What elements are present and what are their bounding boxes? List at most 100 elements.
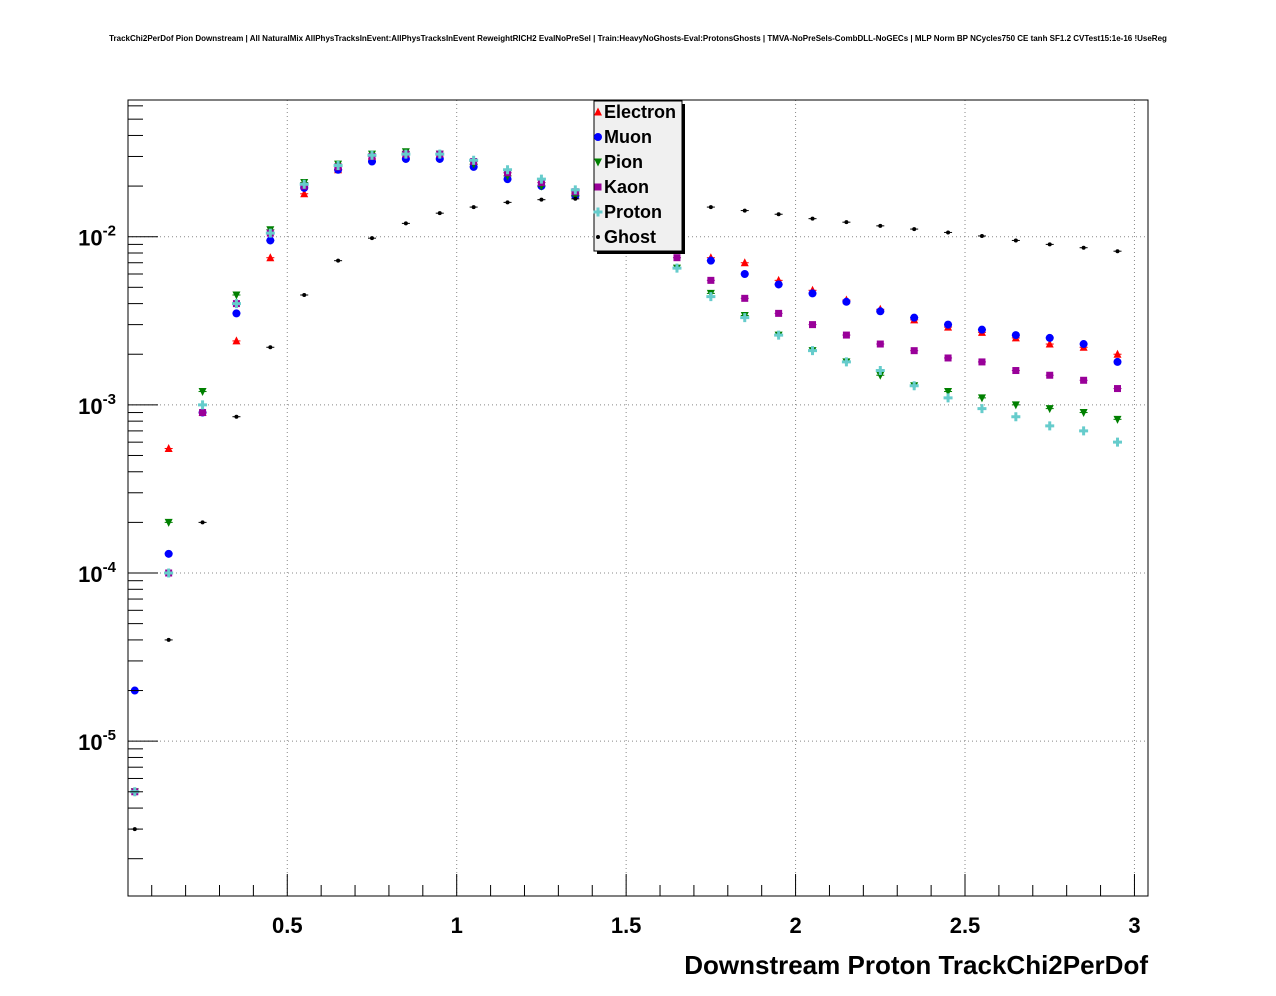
data-point [469,155,479,165]
series-proton [130,149,1122,797]
y-tick-base: 10 [78,562,102,587]
data-point [978,358,986,366]
x-tick-label: 3 [1128,913,1140,938]
data-point [1114,385,1122,393]
data-point [776,212,781,217]
data-point [232,309,241,318]
data-point [403,221,408,226]
data-point [844,220,849,225]
data-point [1013,238,1018,243]
data-point [979,233,984,238]
data-point [164,549,173,558]
y-tick-exponent: -3 [103,391,116,408]
data-point [594,133,602,141]
y-tick-label: 10-5 [78,727,116,755]
data-point [841,357,851,367]
data-point [268,345,273,350]
data-point [1011,412,1021,422]
x-tick-label: 2 [789,913,801,938]
data-point [1113,349,1122,358]
axis-ticks [128,105,1135,896]
data-series [130,148,1122,832]
legend: Electron Muon Pion Kaon Proton Ghost [593,100,685,254]
data-point [234,414,239,419]
data-point [708,205,713,210]
legend-entry-ghost: Ghost [604,227,656,247]
data-point [1113,415,1122,424]
data-point [944,320,953,329]
data-point [596,235,600,239]
data-point [878,223,883,228]
y-tick-exponent: -5 [103,727,116,744]
data-point [742,208,747,213]
data-point [333,161,343,171]
data-point [1080,376,1088,384]
data-point [876,371,885,380]
data-point [166,637,171,642]
data-point [199,409,207,417]
data-point [369,236,374,241]
data-point [741,294,749,302]
data-point [943,393,953,403]
data-point [1011,331,1020,340]
data-point [594,158,602,167]
legend-entry-kaon: Kaon [604,177,649,197]
legend-entry-electron: Electron [604,102,676,122]
data-point [740,313,750,323]
y-tick-exponent: -4 [103,559,117,576]
x-tick-label: 0.5 [272,913,303,938]
data-point [1045,333,1054,342]
data-point [302,293,307,298]
data-point [875,366,885,376]
x-axis-title: Downstream Proton TrackChi2PerDof [684,950,1148,980]
data-point [505,200,510,205]
data-point [570,185,580,195]
data-point [740,258,749,267]
data-point [673,254,681,262]
data-point [672,263,682,273]
data-point [266,236,275,245]
data-point [1079,409,1088,418]
data-point [536,174,546,184]
data-point [842,297,851,306]
data-point [1079,340,1088,349]
data-point [1113,437,1122,447]
data-point [593,207,603,217]
data-point [1081,245,1086,250]
data-point [573,196,578,201]
data-point [1115,249,1120,254]
data-point [1045,421,1055,431]
data-point [1079,426,1089,436]
data-point [810,216,815,221]
plot-frame [127,99,1149,897]
legend-entry-proton: Proton [604,202,662,222]
data-point [232,336,241,345]
legend-box [593,100,683,252]
data-point [842,331,850,339]
data-point [946,230,951,235]
data-point [594,183,602,191]
data-point [808,289,817,298]
data-point [1045,405,1054,414]
legend-entry-pion: Pion [604,152,643,172]
data-point [401,149,411,159]
data-point [594,107,602,116]
data-point [774,330,784,340]
data-point [299,179,309,189]
data-point [808,346,818,356]
data-point [1045,339,1054,348]
data-point [1047,242,1052,247]
tick-labels: 0.5 1 1.5 2 2.5 310-210-310-410-5 [78,223,1140,938]
data-point [164,444,173,453]
data-point [977,404,987,414]
data-point [809,321,817,329]
data-point [198,388,207,397]
data-point [977,394,986,403]
data-point [1012,367,1020,375]
y-tick-exponent: -2 [103,223,116,240]
y-tick-label: 10-2 [78,223,116,251]
y-tick-base: 10 [78,394,102,419]
data-point [1046,371,1054,379]
data-point [437,211,442,216]
